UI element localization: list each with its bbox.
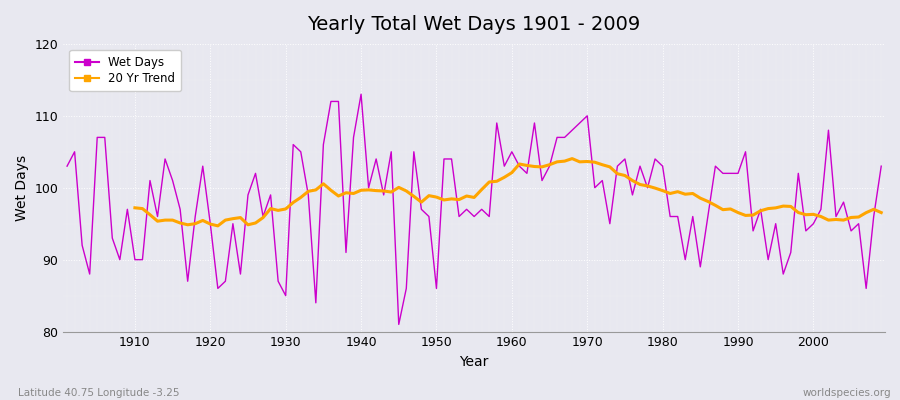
- Y-axis label: Wet Days: Wet Days: [15, 155, 29, 221]
- X-axis label: Year: Year: [460, 355, 489, 369]
- Title: Yearly Total Wet Days 1901 - 2009: Yearly Total Wet Days 1901 - 2009: [308, 15, 641, 34]
- Legend: Wet Days, 20 Yr Trend: Wet Days, 20 Yr Trend: [69, 50, 181, 91]
- Text: worldspecies.org: worldspecies.org: [803, 388, 891, 398]
- Text: Latitude 40.75 Longitude -3.25: Latitude 40.75 Longitude -3.25: [18, 388, 179, 398]
